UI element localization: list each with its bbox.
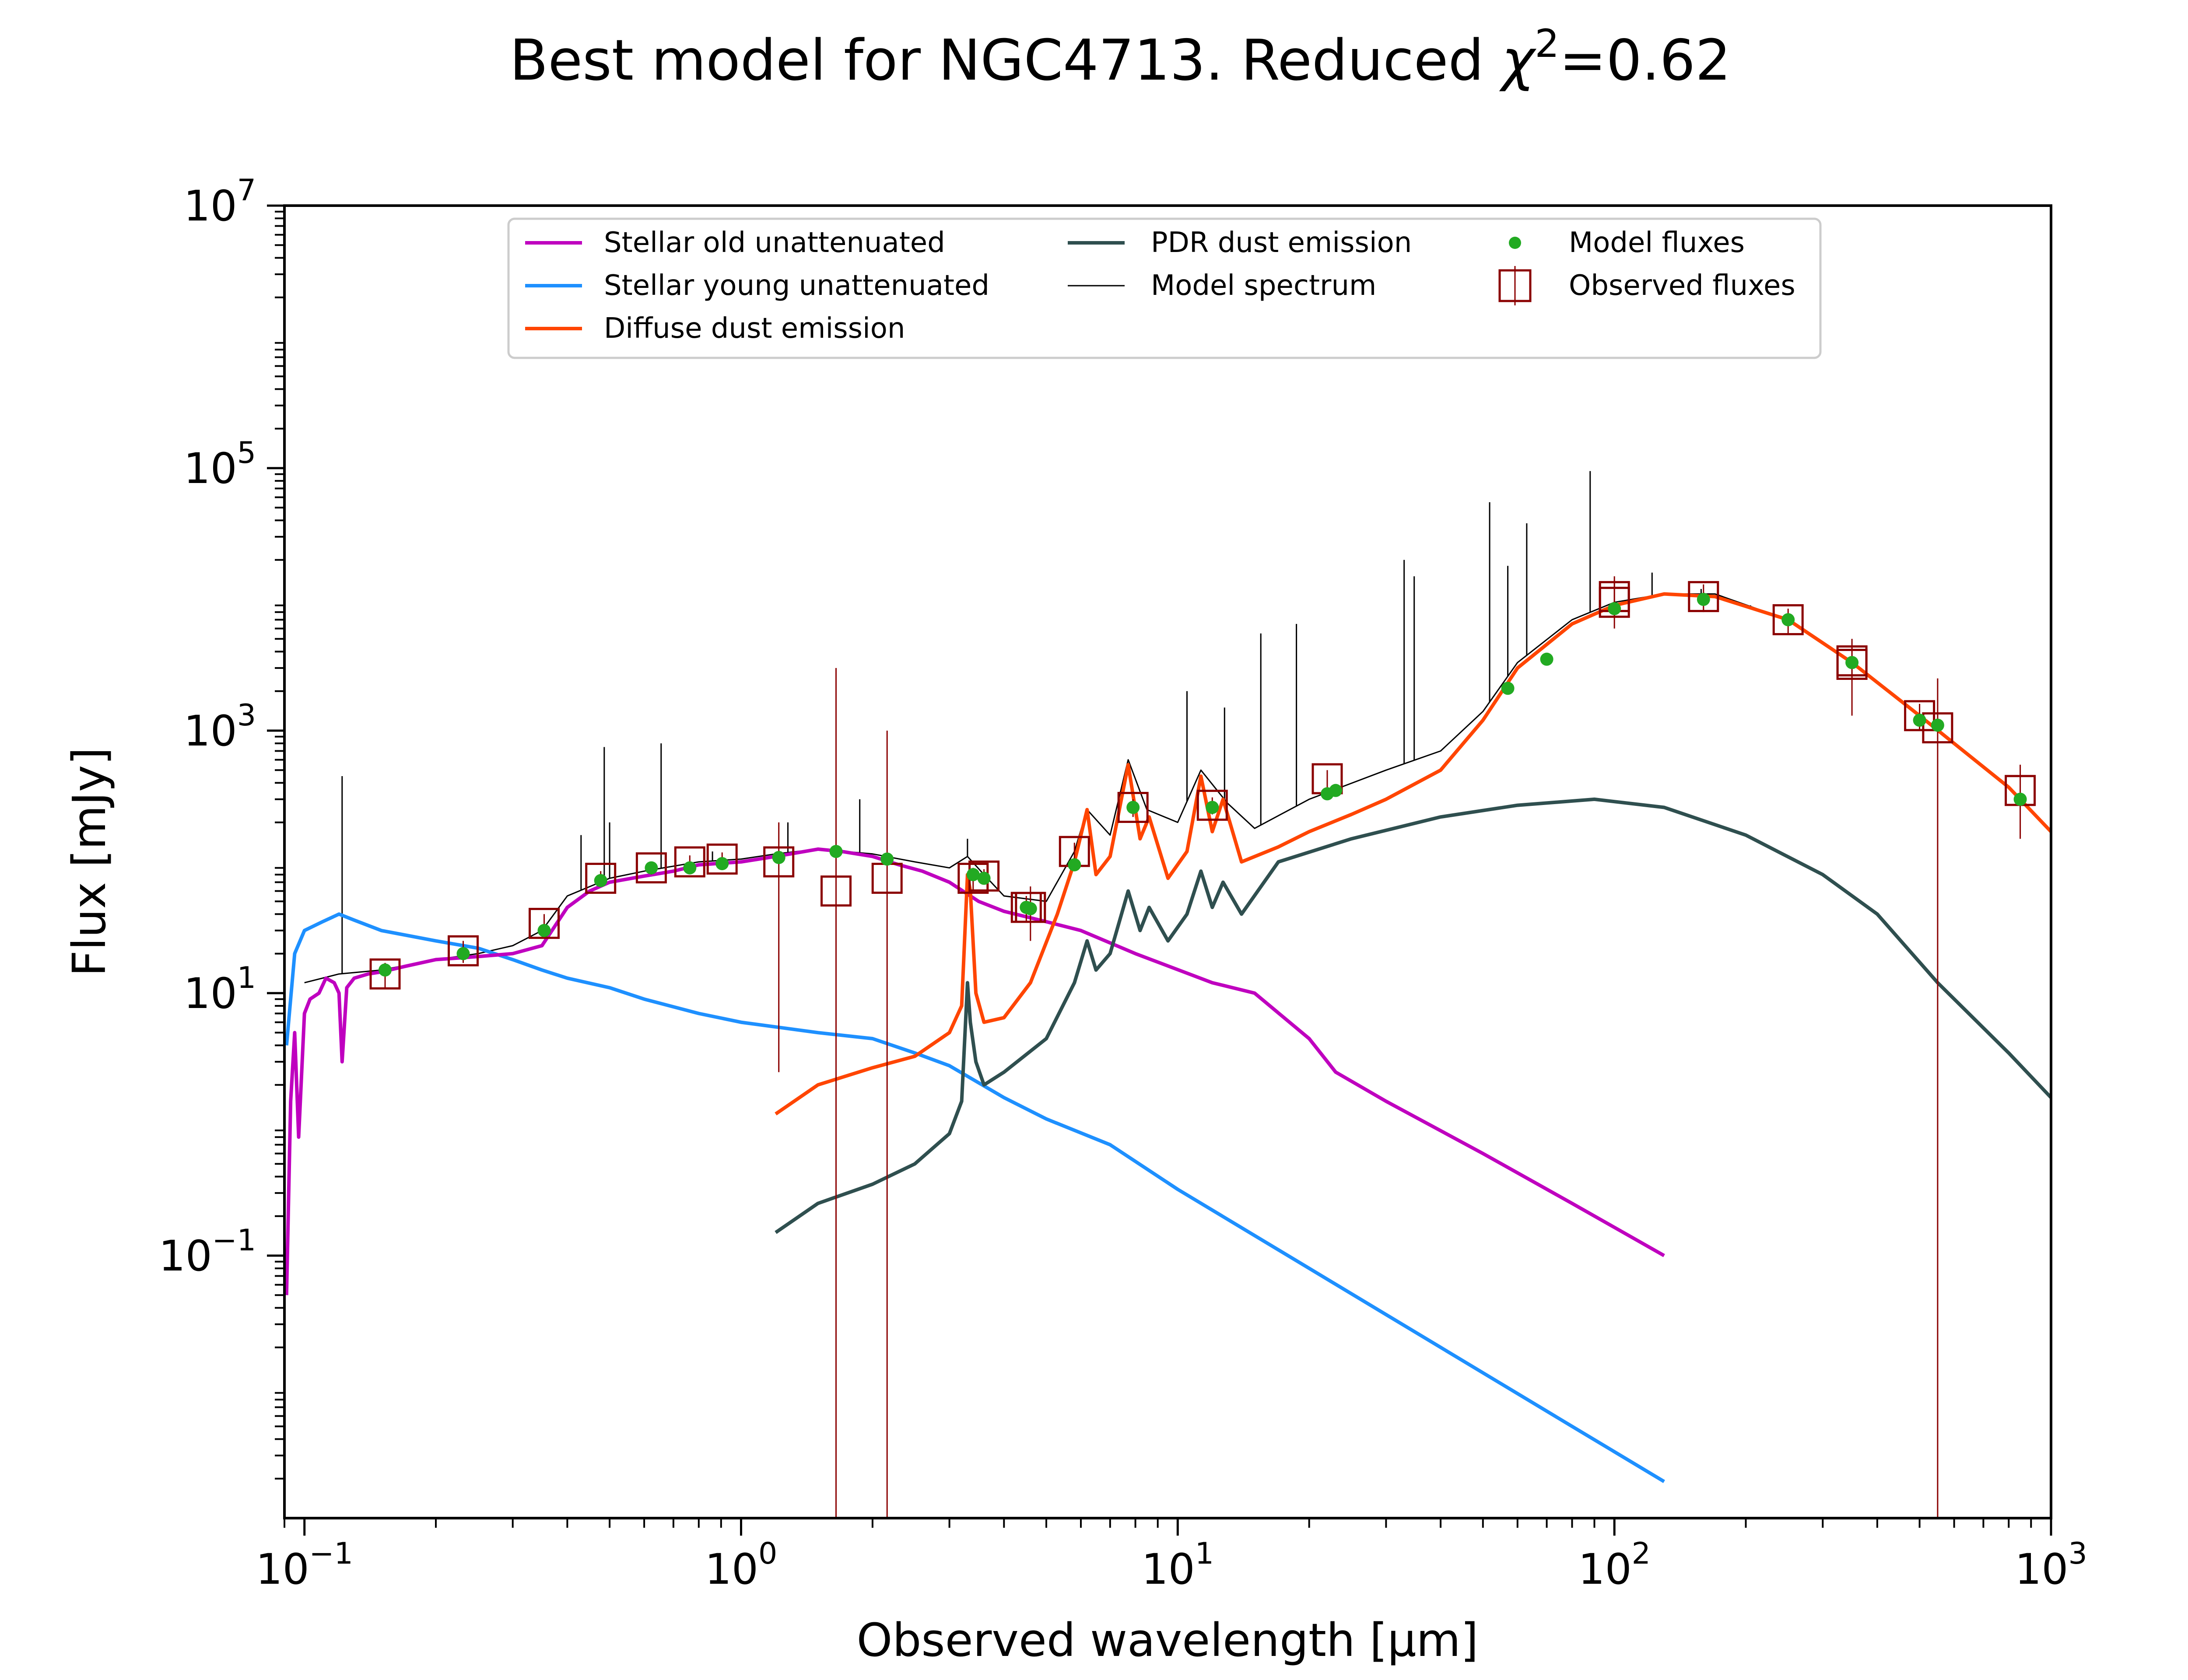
y-tick-label: 107 (184, 173, 256, 231)
model-flux-marker (594, 874, 607, 887)
legend-label-model-fluxes: Model fluxes (1569, 227, 1745, 259)
model-flux-marker (1608, 602, 1621, 616)
y-tick-label: 105 (184, 436, 256, 493)
model-flux-marker (1540, 652, 1553, 666)
model-flux-marker (1068, 858, 1081, 872)
legend-label-model-spectrum: Model spectrum (1151, 270, 1376, 302)
observed-flux-marker (674, 846, 705, 878)
x-tick-label: 103 (2015, 1536, 2087, 1594)
observed-flux-marker (1117, 792, 1149, 823)
y-tick-label: 10−1 (159, 1223, 256, 1281)
model-flux-marker (977, 872, 991, 885)
series-line-stellar-old (284, 847, 1665, 1295)
x-axis: 10−1 100 101 102 103 (256, 1518, 2087, 1594)
y-tick-label: 103 (184, 698, 256, 756)
observed-flux-marker (763, 846, 795, 878)
legend: Stellar old unattenuated Stellar young u… (507, 217, 1822, 359)
model-flux-marker (1126, 801, 1140, 814)
model-flux-marker (772, 851, 785, 864)
legend-label-diffuse-dust: Diffuse dust emission (604, 312, 905, 345)
model-flux-marker (645, 861, 658, 875)
model-flux-marker (1913, 714, 1926, 727)
series-line-pdr-dust (775, 797, 2051, 1234)
model-flux-marker (1329, 784, 1343, 797)
model-flux-marker (715, 857, 729, 870)
x-tick-label: 10−1 (256, 1536, 353, 1594)
observed-flux-marker (369, 958, 401, 990)
observed-flux-marker (529, 908, 560, 939)
model-flux-marker (1206, 801, 1219, 814)
y-axis-label: Flux [mJy] (63, 747, 116, 976)
observed-flux-marker (706, 844, 738, 875)
model-flux-marker (1697, 593, 1710, 606)
chart-title: Best model for NGC4713. Reduced χ2=0.62 (510, 21, 1731, 93)
observed-flux-marker (1688, 581, 1719, 612)
observed-flux-marker (635, 852, 667, 884)
observed-flux-marker (1772, 604, 1804, 635)
observed-flux-marker (1922, 712, 1953, 744)
series-line-stellar-young (284, 912, 1665, 1483)
model-flux-marker (1931, 718, 1944, 732)
model-flux-marker (1781, 613, 1795, 626)
legend-frame (507, 217, 1822, 359)
x-tick-label: 102 (1578, 1536, 1650, 1594)
observed-flux-marker (448, 935, 479, 966)
model-flux-marker (2013, 792, 2027, 806)
observed-flux-marker (585, 863, 617, 894)
model-flux-marker (537, 924, 551, 937)
model-flux-marker (829, 845, 843, 858)
model-flux-marker (1501, 682, 1515, 695)
model-flux-marker (1845, 656, 1859, 669)
observed-flux-marker (1904, 700, 1936, 732)
observed-flux-marker (1015, 892, 1046, 923)
legend-label-pdr-dust: PDR dust emission (1151, 227, 1412, 259)
x-tick-label: 100 (705, 1536, 777, 1594)
points-layer (369, 576, 2036, 1518)
model-flux-marker (683, 861, 697, 875)
model-flux-marker (1024, 902, 1037, 915)
model-flux-marker (379, 963, 392, 977)
x-axis-label: Observed wavelength [μm] (857, 1614, 1479, 1667)
legend-label-observed-fluxes: Observed fluxes (1569, 270, 1795, 302)
y-tick-label: 101 (184, 961, 256, 1018)
plot-frame (283, 204, 2052, 1519)
legend-label-stellar-old: Stellar old unattenuated (604, 227, 945, 259)
observed-flux-marker (1196, 790, 1228, 821)
legend-label-stellar-young: Stellar young unattenuated (604, 270, 989, 302)
model-flux-marker (456, 947, 470, 960)
model-flux-marker (880, 852, 894, 866)
y-axis: 10−1 101 103 105 107 (159, 173, 284, 1480)
observed-flux-marker (820, 875, 852, 907)
legend-marker-model-fluxes (1509, 237, 1521, 249)
model-flux-marker (966, 868, 980, 882)
x-tick-label: 101 (1142, 1536, 1214, 1594)
observed-flux-marker (1836, 645, 1868, 677)
